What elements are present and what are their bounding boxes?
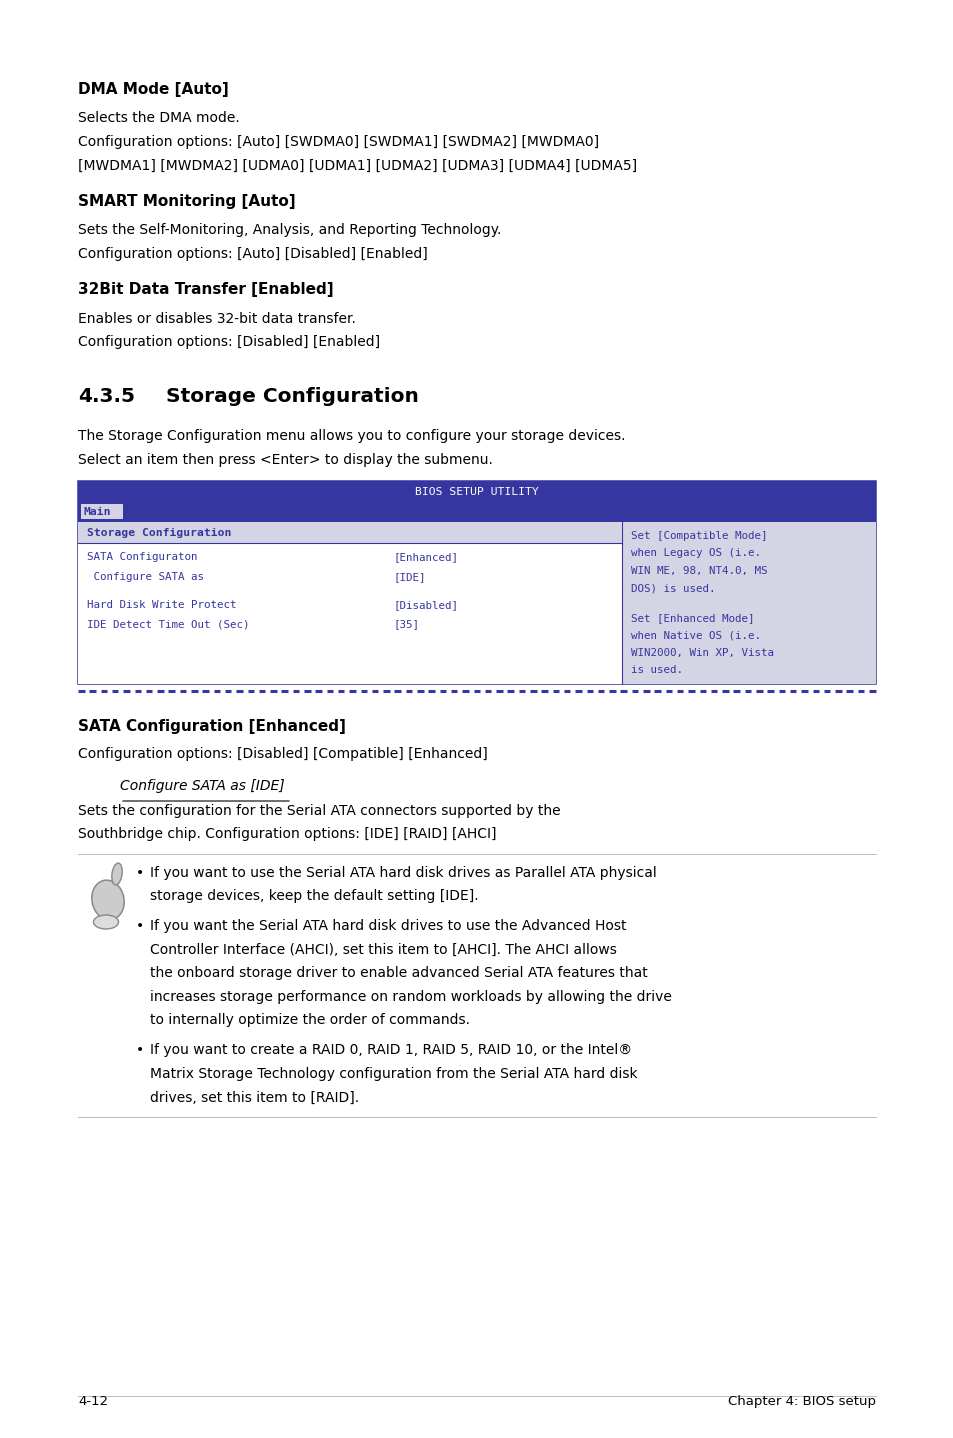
Text: If you want to use the Serial ATA hard disk drives as Parallel ATA physical: If you want to use the Serial ATA hard d… [150,866,656,880]
Bar [78,480,875,502]
Text: [35]: [35] [394,620,419,630]
Text: Configuration options: [Auto] [SWDMA0] [SWDMA1] [SWDMA2] [MWDMA0]: Configuration options: [Auto] [SWDMA0] [… [78,135,598,150]
Text: Enables or disables 32-bit data transfer.: Enables or disables 32-bit data transfer… [78,312,355,326]
Bar [621,522,875,684]
Bar [78,502,875,522]
Text: 32Bit Data Transfer [Enabled]: 32Bit Data Transfer [Enabled] [78,282,334,298]
Text: drives, set this item to [RAID].: drives, set this item to [RAID]. [150,1090,358,1104]
Text: WIN2000, Win XP, Vista: WIN2000, Win XP, Vista [631,649,774,659]
Text: Selects the DMA mode.: Selects the DMA mode. [78,112,239,125]
Ellipse shape [93,915,118,929]
Text: Storage Configuration: Storage Configuration [87,528,232,538]
Bar [78,522,621,684]
Text: If you want to create a RAID 0, RAID 1, RAID 5, RAID 10, or the Intel®: If you want to create a RAID 0, RAID 1, … [150,1044,632,1057]
Text: Set [Enhanced Mode]: Set [Enhanced Mode] [631,613,754,623]
Text: DMA Mode [Auto]: DMA Mode [Auto] [78,82,229,96]
Text: [Disabled]: [Disabled] [394,600,458,610]
Text: is used.: is used. [631,666,682,676]
Text: Hard Disk Write Protect: Hard Disk Write Protect [87,600,236,610]
Text: If you want the Serial ATA hard disk drives to use the Advanced Host: If you want the Serial ATA hard disk dri… [150,919,626,933]
Text: Configuration options: [Disabled] [Enabled]: Configuration options: [Disabled] [Enabl… [78,335,379,349]
Text: Southbridge chip. Configuration options: [IDE] [RAID] [AHCI]: Southbridge chip. Configuration options:… [78,827,496,841]
Text: Chapter 4: BIOS setup: Chapter 4: BIOS setup [727,1395,875,1408]
Text: Select an item then press <Enter> to display the submenu.: Select an item then press <Enter> to dis… [78,453,493,467]
Bar [81,503,123,519]
Text: Controller Interface (AHCI), set this item to [AHCI]. The AHCI allows: Controller Interface (AHCI), set this it… [150,943,617,958]
Text: DOS) is used.: DOS) is used. [631,584,715,594]
Text: Configuration options: [Disabled] [Compatible] [Enhanced]: Configuration options: [Disabled] [Compa… [78,748,487,762]
Text: [MWDMA1] [MWDMA2] [UDMA0] [UDMA1] [UDMA2] [UDMA3] [UDMA4] [UDMA5]: [MWDMA1] [MWDMA2] [UDMA0] [UDMA1] [UDMA2… [78,158,637,173]
Text: Main: Main [83,508,111,518]
Text: Sets the Self-Monitoring, Analysis, and Reporting Technology.: Sets the Self-Monitoring, Analysis, and … [78,223,501,237]
Text: 4.3.5: 4.3.5 [78,387,135,407]
Text: The Storage Configuration menu allows you to configure your storage devices.: The Storage Configuration menu allows yo… [78,430,625,443]
Ellipse shape [112,863,122,884]
Text: [IDE]: [IDE] [394,572,426,582]
Text: •: • [136,1044,144,1057]
Text: the onboard storage driver to enable advanced Serial ATA features that: the onboard storage driver to enable adv… [150,966,647,981]
Text: •: • [136,919,144,933]
Text: Configuration options: [Auto] [Disabled] [Enabled]: Configuration options: [Auto] [Disabled]… [78,247,427,262]
Text: when Native OS (i.e.: when Native OS (i.e. [631,630,760,640]
Text: WIN ME, 98, NT4.0, MS: WIN ME, 98, NT4.0, MS [631,567,767,577]
Text: Set [Compatible Mode]: Set [Compatible Mode] [631,531,767,541]
Text: to internally optimize the order of commands.: to internally optimize the order of comm… [150,1014,470,1028]
Text: SATA Configuraton: SATA Configuraton [87,552,197,562]
Text: SMART Monitoring [Auto]: SMART Monitoring [Auto] [78,194,295,209]
Bar [78,480,875,684]
Text: 4-12: 4-12 [78,1395,108,1408]
Text: [Enhanced]: [Enhanced] [394,552,458,562]
Text: Matrix Storage Technology configuration from the Serial ATA hard disk: Matrix Storage Technology configuration … [150,1067,637,1081]
Ellipse shape [91,880,124,920]
Text: Storage Configuration: Storage Configuration [166,387,418,407]
Text: increases storage performance on random workloads by allowing the drive: increases storage performance on random … [150,989,671,1004]
Text: SATA Configuration [Enhanced]: SATA Configuration [Enhanced] [78,719,346,733]
Text: IDE Detect Time Out (Sec): IDE Detect Time Out (Sec) [87,620,250,630]
Text: BIOS SETUP UTILITY: BIOS SETUP UTILITY [415,486,538,496]
Text: storage devices, keep the default setting [IDE].: storage devices, keep the default settin… [150,890,478,903]
Text: Configure SATA as [IDE]: Configure SATA as [IDE] [120,779,284,794]
Text: Sets the configuration for the Serial ATA connectors supported by the: Sets the configuration for the Serial AT… [78,804,560,818]
Text: •: • [136,866,144,880]
Bar [78,522,621,544]
Text: Configure SATA as: Configure SATA as [87,572,204,582]
Text: when Legacy OS (i.e.: when Legacy OS (i.e. [631,548,760,558]
